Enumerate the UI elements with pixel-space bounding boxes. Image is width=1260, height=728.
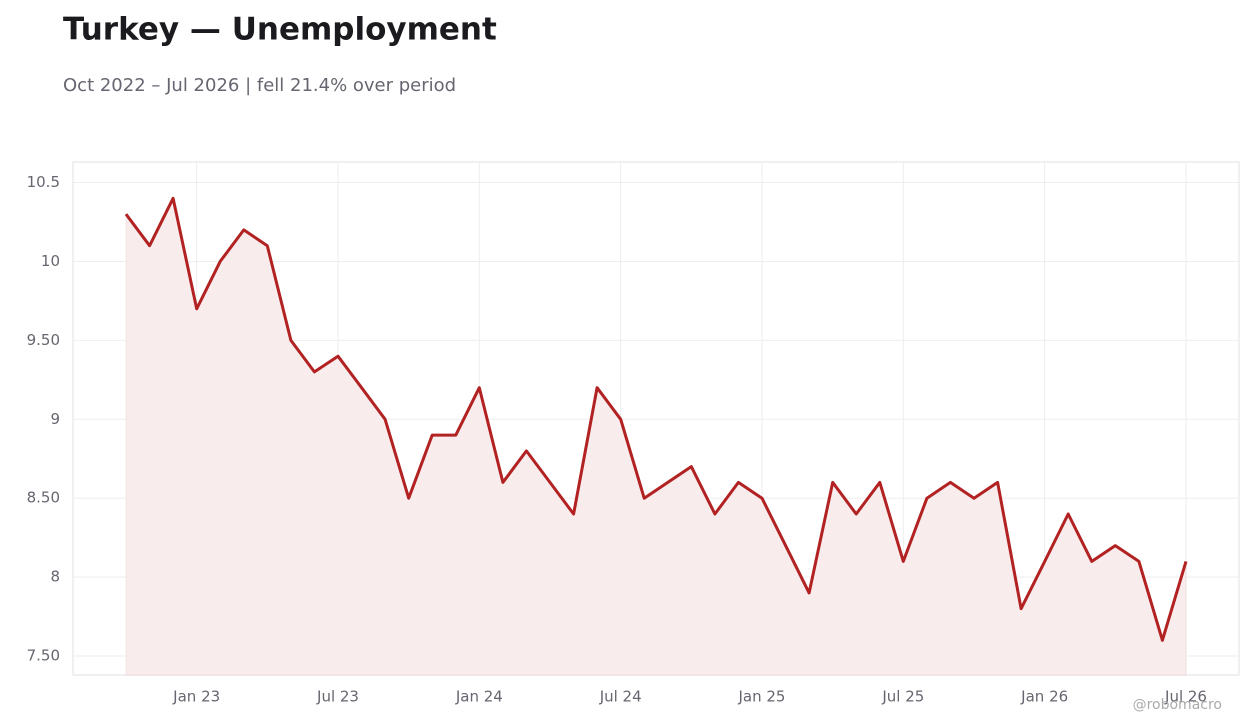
x-tick-label: Jul 25	[881, 688, 924, 706]
chart-subtitle: Oct 2022 – Jul 2026 | fell 21.4% over pe…	[63, 75, 456, 96]
x-tick-label: Jan 24	[455, 688, 503, 706]
x-tick-label: Jul 24	[599, 688, 642, 706]
x-tick-label: Jan 25	[738, 688, 786, 706]
y-tick-label: 10	[41, 252, 60, 270]
y-tick-label: 8	[50, 568, 60, 586]
y-tick-label: 10.5	[27, 173, 60, 191]
y-tick-label: 8.50	[27, 489, 60, 507]
x-tick-label: Jan 26	[1020, 688, 1068, 706]
x-tick-label: Jul 23	[316, 688, 359, 706]
area-fill	[125, 196, 1187, 676]
credit: @robomacro	[1133, 697, 1222, 713]
y-tick-label: 9	[50, 410, 60, 428]
x-tick-label: Jul 26	[1164, 688, 1207, 706]
y-tick-label: 9.50	[27, 331, 60, 349]
y-tick-label: 7.50	[27, 647, 60, 665]
series-line	[124, 196, 1188, 642]
x-tick-label: Jan 23	[172, 688, 220, 706]
chart-title: Turkey — Unemployment	[63, 12, 497, 48]
